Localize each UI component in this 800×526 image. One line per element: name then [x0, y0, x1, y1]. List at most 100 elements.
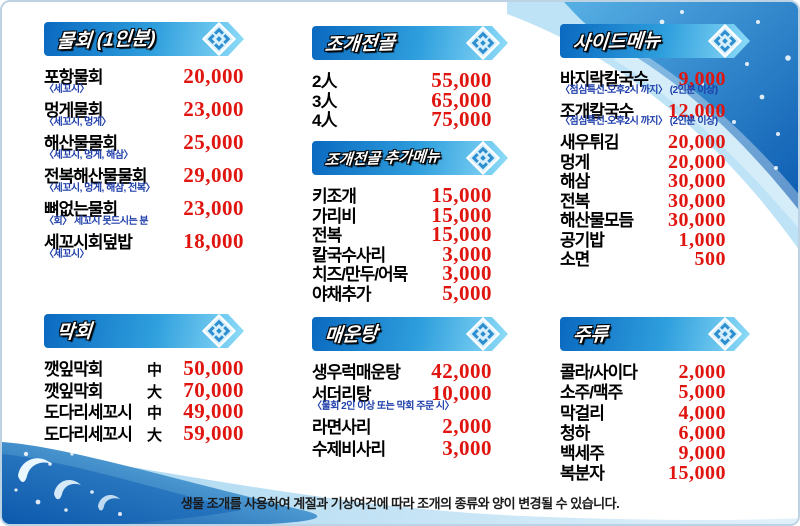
item-name: 깻잎막회: [44, 381, 104, 401]
item-price: 75,000: [431, 107, 492, 131]
seal-stamp-icon: [465, 25, 501, 61]
section-banner: 조개전골: [312, 26, 508, 60]
item-price: 23,000: [183, 97, 244, 121]
menu-item: 치즈/만두/어묵 3,000: [312, 260, 492, 285]
menu-item: 야채추가 5,000: [312, 280, 492, 305]
item-size: 中: [146, 405, 162, 422]
menu-item: 4人 75,000: [312, 106, 492, 131]
item-name: 가리비: [312, 206, 357, 226]
menu-item: 조개칼국수 12,000 〈점심특선-오후2시 까지〉 (2인분 이상): [560, 97, 726, 129]
item-name: 도다리세꼬시: [44, 403, 133, 422]
item-note: 〈세꼬시, 멍게〉: [44, 117, 112, 128]
menu-item: 포항물회 20,000 〈세꼬시〉: [44, 63, 244, 96]
seal-stamp-icon: [707, 23, 743, 59]
item-price: 15,000: [431, 202, 492, 227]
seal-stamp-icon: [465, 140, 501, 176]
item-name: 서더리탕: [312, 384, 372, 404]
section-banner: 막회: [44, 314, 244, 348]
menu-item: 깻잎막회 中 50,000: [44, 355, 244, 380]
item-price: 500: [694, 248, 726, 270]
item-name: 복분자: [560, 464, 605, 484]
item-name: 해산물물회: [44, 134, 118, 153]
item-name: 막걸리: [560, 403, 605, 423]
item-price: 3,000: [442, 241, 492, 266]
menu-item: 수제비사리 3,000: [312, 435, 492, 460]
item-name: 라면사리: [312, 418, 372, 437]
item-name: 포항물회: [44, 68, 104, 87]
menu-item: 3人 65,000: [312, 87, 492, 112]
item-name: 3人: [312, 91, 337, 111]
seal-stamp-icon: [201, 313, 237, 349]
item-price: 15,000: [668, 462, 726, 485]
item-name: 청하: [560, 423, 590, 443]
item-price: 2,000: [442, 414, 492, 438]
item-name: 콜라/사이다: [560, 363, 638, 382]
menu-item: 전복 15,000: [312, 221, 492, 246]
section-title: 사이드메뉴: [571, 30, 662, 55]
item-note: 〈세꼬시〉: [44, 249, 90, 260]
item-price: 18,000: [183, 229, 244, 253]
item-price: 59,000: [183, 420, 244, 445]
item-price: 25,000: [183, 130, 244, 154]
menu-item: 전복해산물물회 29,000 〈세꼬시, 멍게, 해삼, 전복〉: [44, 162, 244, 195]
menu-item: 2人 55,000: [312, 67, 492, 92]
item-size: 大: [146, 426, 162, 444]
item-name: 멍게물회: [44, 101, 104, 120]
seal-stamp-icon: [201, 21, 237, 57]
menu-item: 생우럭매운탕 42,000: [312, 358, 492, 383]
item-size: 大: [146, 383, 162, 401]
menu-item: 백세주 9,000: [560, 439, 726, 464]
item-price: 4,000: [678, 401, 726, 424]
footer-notice: 생물 조개를 사용하여 계절과 기상여건에 따라 조개의 종류와 양이 변경될 …: [180, 496, 620, 511]
item-price: 15,000: [431, 183, 492, 207]
section-banner: 사이드메뉴: [560, 24, 750, 58]
menu-item: 칼국수사리 3,000: [312, 241, 492, 266]
section-banner: 매운탕: [312, 317, 508, 351]
menu-item: 해삼 30,000: [560, 167, 726, 192]
item-price: 42,000: [431, 359, 492, 383]
item-note: 〈물회 2인 이상 또는 막회 주문 시〉: [312, 401, 455, 412]
item-price: 20,000: [183, 64, 244, 88]
menu-item: 가리비 15,000: [312, 202, 492, 227]
item-name: 4人: [312, 111, 337, 130]
item-name: 소주/맥주: [560, 383, 623, 403]
item-note: 〈세꼬시, 멍게, 해삼〉: [44, 150, 134, 161]
section-title: 물회 (1인분): [55, 28, 157, 53]
item-price: 65,000: [431, 87, 492, 112]
item-name: 칼국수사리: [312, 245, 386, 265]
section-banner: 조개전골 추가메뉴: [312, 141, 508, 175]
item-note: 〈회〉 세꼬시 못드시는 분: [44, 216, 149, 227]
item-name: 전복: [312, 226, 342, 245]
item-size: 中: [146, 362, 162, 379]
item-price: 55,000: [431, 68, 492, 92]
item-name: 소면: [560, 250, 590, 269]
item-name: 수제비사리: [312, 439, 386, 459]
item-price: 2,000: [678, 361, 726, 383]
menu-item: 해산물물회 25,000 〈세꼬시, 멍게, 해삼〉: [44, 129, 244, 162]
section-title: 조개전골: [324, 32, 396, 57]
menu-item: 새우튀김 20,000: [560, 128, 726, 153]
section-title: 조개전골 추가메뉴: [324, 148, 441, 170]
item-price: 3,000: [442, 435, 492, 460]
item-price: 10,000: [431, 380, 492, 405]
section-banner: 물회 (1인분): [44, 22, 244, 56]
item-price: 6,000: [678, 421, 726, 444]
menu-item: 콜라/사이다 2,000: [560, 358, 726, 383]
menu-item: 키조개 15,000: [312, 182, 492, 207]
item-note: 〈점심특선-오후2시 까지〉 (2인분 이상): [560, 116, 718, 127]
menu-item: 멍게물회 23,000 〈세꼬시, 멍게〉: [44, 96, 244, 129]
menu-item: 깻잎막회 大 70,000: [44, 377, 244, 402]
menu-item: 라면사리 2,000: [312, 413, 492, 438]
item-note: 〈세꼬시〉: [44, 84, 90, 95]
menu-item: 복분자 15,000: [560, 459, 726, 484]
menu-item: 멍게 20,000: [560, 148, 726, 173]
menu-item: 해산물모듬 30,000: [560, 206, 726, 231]
seal-stamp-icon: [465, 316, 501, 352]
item-price: 50,000: [183, 356, 244, 380]
section-jogae-jeongol-extra: 조개전골 추가메뉴 키조개 15,000 가리비 15,000 전복 15,000 칼…: [312, 141, 508, 305]
section-makhoe: 막회 깻잎막회 中 50,000 깻잎막회 大 70,000 도다리세꼬시 中 49,000…: [44, 314, 244, 445]
section-jogae-jeongol: 조개전골 2人 55,000 3人 65,000 4人 75,000: [312, 26, 508, 131]
item-price: 29,000: [183, 163, 244, 187]
item-price: 5,000: [442, 280, 492, 305]
